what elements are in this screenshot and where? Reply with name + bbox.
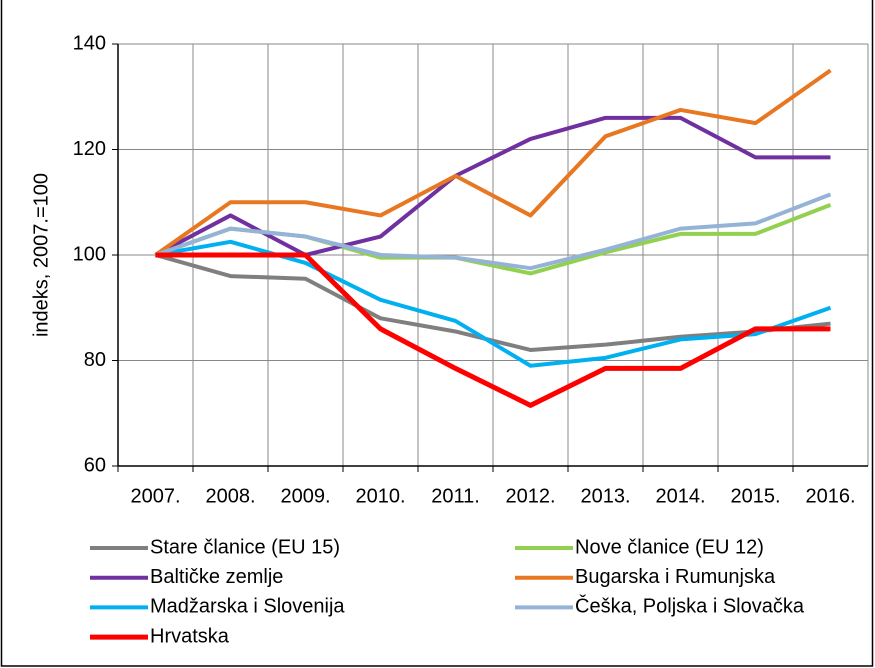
- x-tick-label: 2011.: [431, 485, 480, 507]
- legend-label: Hrvatska: [150, 625, 230, 647]
- legend-label: Stare članice (EU 15): [150, 536, 340, 558]
- x-tick-label: 2009.: [280, 485, 330, 507]
- legend-label: Baltičke zemlje: [150, 566, 283, 588]
- legend-label: Madžarska i Slovenija: [150, 596, 345, 618]
- y-tick-label: 100: [73, 243, 106, 265]
- x-tick-label: 2015.: [730, 485, 780, 507]
- x-tick-label: 2008.: [205, 485, 255, 507]
- series-line: [154, 68, 832, 257]
- series-line: [154, 192, 832, 271]
- x-tick-label: 2014.: [655, 485, 705, 507]
- x-tick-label: 2012.: [505, 485, 555, 507]
- x-tick-label: 2010.: [355, 485, 405, 507]
- series-line: [155, 239, 832, 368]
- legend-label: Nove članice (EU 12): [575, 536, 764, 558]
- x-tick-label: 2007.: [130, 485, 180, 507]
- legend-label: Bugarska i Rumunjska: [575, 566, 776, 588]
- y-tick-label: 140: [73, 32, 106, 54]
- x-tick-label: 2013.: [580, 485, 630, 507]
- legend-label: Češka, Poljska i Slovačka: [575, 595, 805, 618]
- series-line: [154, 115, 831, 257]
- series-line: [154, 253, 831, 352]
- y-axis-label: indeks, 2007.=100: [30, 173, 52, 337]
- y-tick-label: 80: [84, 349, 106, 371]
- x-tick-label: 2016.: [805, 485, 855, 507]
- y-tick-label: 60: [84, 454, 106, 476]
- series-line: [155, 252, 831, 408]
- y-tick-label: 120: [73, 138, 106, 160]
